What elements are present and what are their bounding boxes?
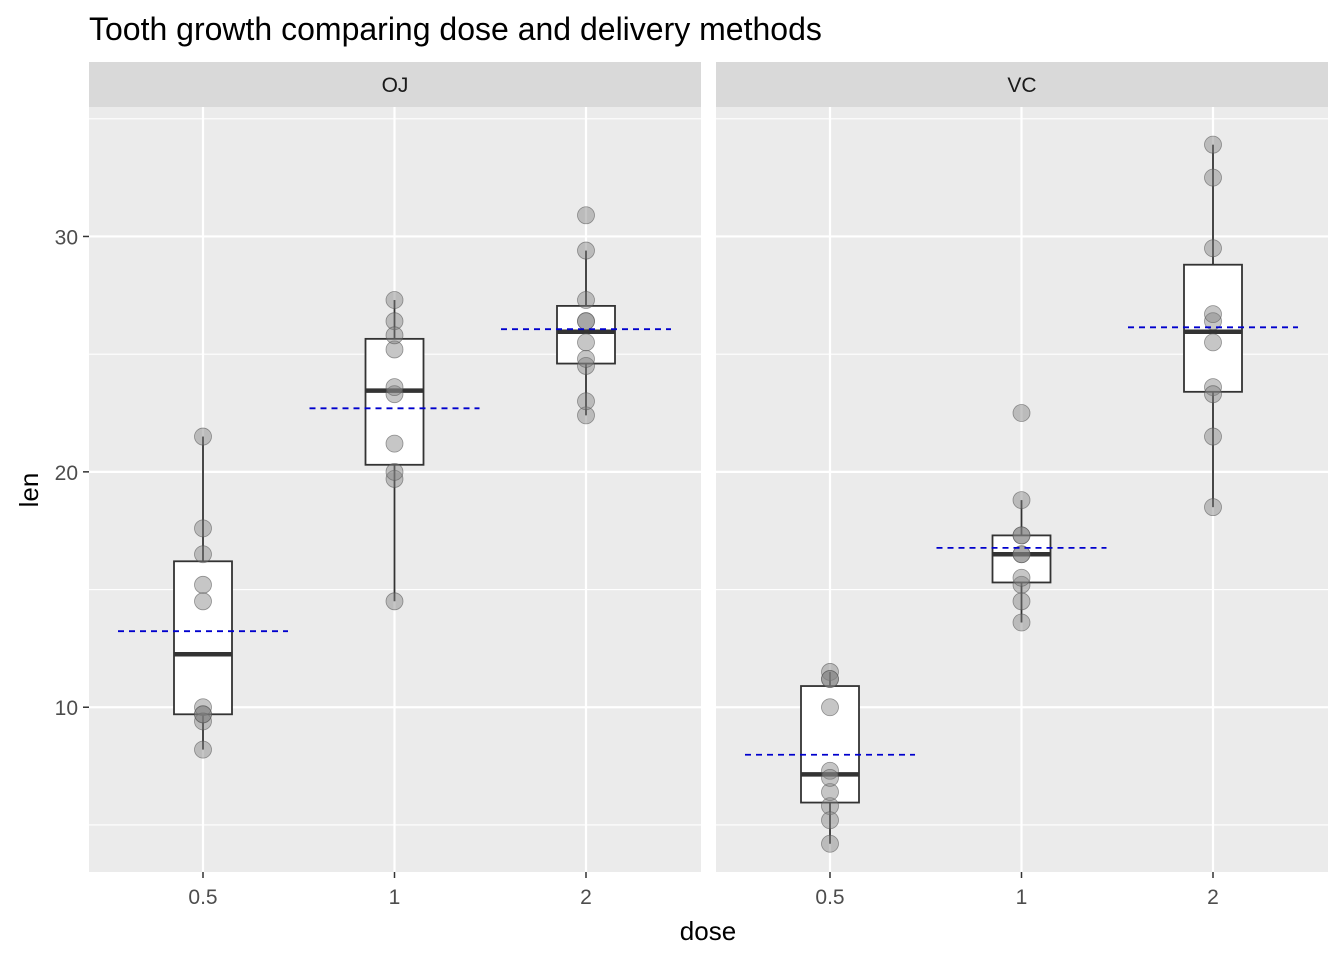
data-point [821, 761, 839, 780]
y-tick-label: 30 [55, 226, 78, 249]
data-point [577, 357, 595, 375]
data-point [1204, 385, 1222, 404]
box-group-vc-0.5 [745, 663, 915, 853]
data-point [194, 427, 212, 446]
chart-title: Tooth growth comparing dose and delivery… [89, 11, 822, 47]
box-group-oj-0.5 [118, 427, 288, 759]
y-tick-label: 10 [55, 697, 78, 720]
data-point [385, 385, 404, 404]
data-point [1012, 575, 1031, 594]
data-point [821, 797, 839, 815]
data-point [385, 470, 404, 488]
data-point [194, 592, 212, 611]
facet-strip [716, 62, 1328, 107]
x-axis-title: dose [680, 916, 736, 946]
facet-panel-vc: VC [716, 62, 1328, 872]
y-tick-label: 20 [55, 462, 78, 485]
box [991, 534, 1052, 584]
data-point [821, 768, 839, 787]
box [173, 560, 233, 716]
data-point [821, 663, 839, 681]
data-point [194, 712, 212, 731]
data-point [1012, 491, 1031, 509]
x-tick-label: 0.5 [188, 886, 217, 909]
data-point [1204, 333, 1222, 352]
data-point [577, 349, 595, 368]
data-point [1012, 545, 1031, 564]
data-point [821, 783, 839, 801]
box [364, 337, 425, 466]
y-axis: 10 20 30 [55, 226, 89, 720]
data-point [194, 545, 212, 564]
data-point [194, 519, 212, 538]
data-point [1204, 378, 1222, 397]
data-point [1204, 168, 1222, 187]
x-axis: 0.5 1 2 0.5 1 2 [188, 872, 1219, 909]
data-point [385, 434, 404, 453]
data-point [1204, 312, 1222, 331]
data-point [1012, 592, 1031, 611]
x-tick-label: 1 [389, 886, 401, 909]
data-point [385, 291, 404, 309]
data-point [385, 340, 404, 359]
data-point [577, 312, 595, 331]
data-point [385, 378, 404, 397]
box-group-vc-2 [1128, 135, 1298, 517]
data-point [194, 698, 212, 717]
data-point [577, 206, 595, 225]
data-point [385, 462, 404, 481]
data-point [1012, 404, 1031, 422]
box-group-oj-1 [309, 291, 480, 611]
box-group-vc-1 [936, 404, 1107, 632]
data-point [577, 406, 595, 425]
data-point [385, 312, 404, 331]
data-point [385, 592, 404, 611]
data-point [821, 698, 839, 717]
x-tick-label: 0.5 [815, 886, 844, 909]
data-point [194, 705, 212, 724]
facet-strip-label: OJ [382, 74, 409, 97]
x-tick-label: 2 [1207, 886, 1219, 909]
data-point [1204, 427, 1222, 446]
box [1183, 263, 1243, 393]
facet-panels: OJ VC [89, 62, 1328, 872]
facet-strip [89, 62, 701, 107]
data-point [1204, 305, 1222, 324]
x-tick-label: 1 [1016, 886, 1028, 909]
data-point [1204, 498, 1222, 517]
data-point [194, 740, 212, 759]
facet-strip-label: VC [1007, 74, 1036, 97]
data-point [1012, 613, 1031, 632]
data-point [821, 811, 839, 830]
box [556, 304, 616, 365]
data-point [577, 291, 595, 309]
data-point [1012, 568, 1031, 587]
data-point [1012, 526, 1031, 545]
data-point [577, 241, 595, 260]
data-point [1204, 135, 1222, 154]
facet-panel-oj: OJ [89, 62, 701, 872]
data-point [385, 326, 404, 345]
y-axis-title: len [14, 473, 44, 508]
x-tick-label: 2 [580, 886, 592, 909]
data-point [577, 333, 595, 352]
data-point [194, 575, 212, 594]
data-point [577, 392, 595, 411]
data-point [821, 834, 839, 853]
data-point [821, 670, 839, 688]
data-point [1204, 239, 1222, 258]
box-group-oj-2 [501, 206, 671, 425]
